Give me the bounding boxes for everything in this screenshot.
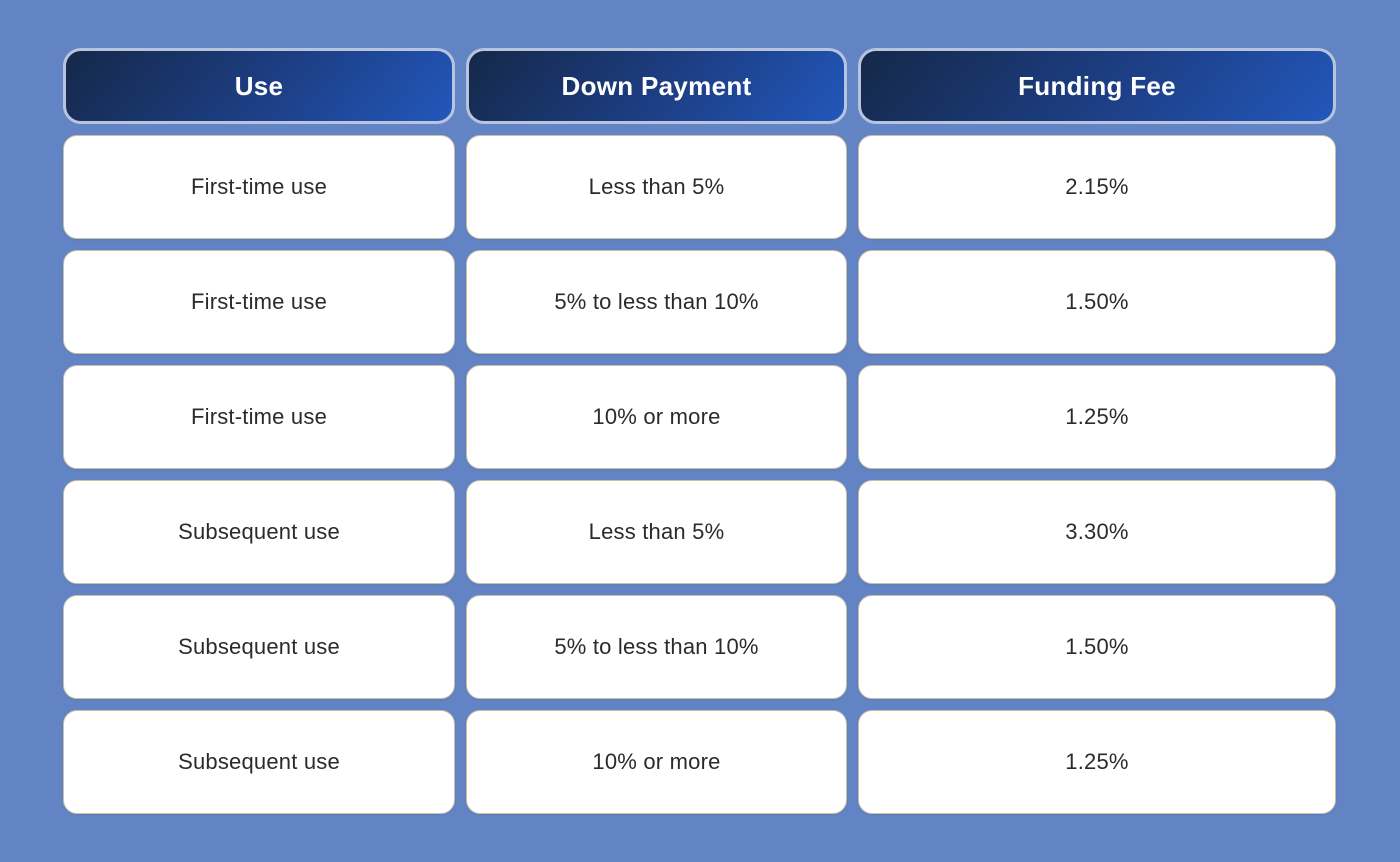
table-cell-row1-use: First-time use [63, 135, 455, 239]
table-cell-row1-down-payment: Less than 5% [466, 135, 847, 239]
column-header-down-payment: Down Payment [466, 48, 847, 124]
column-header-use-label: Use [234, 70, 284, 101]
column-header-funding-fee: Funding Fee [858, 48, 1336, 124]
table-cell-row2-funding-fee: 1.50% [858, 250, 1336, 354]
table-cell-row3-funding-fee: 1.25% [858, 365, 1336, 469]
table-cell-row6-funding-fee: 1.25% [858, 710, 1336, 814]
table-cell-row5-use: Subsequent use [63, 595, 455, 699]
table-cell-row4-down-payment: Less than 5% [466, 480, 847, 584]
table-cell-row6-use: Subsequent use [63, 710, 455, 814]
table-cell-row2-down-payment: 5% to less than 10% [466, 250, 847, 354]
column-header-use: Use [63, 48, 455, 124]
funding-fee-table: Use Down Payment Funding Fee First-time … [63, 48, 1336, 814]
table-cell-row1-funding-fee: 2.15% [858, 135, 1336, 239]
table-cell-row4-funding-fee: 3.30% [858, 480, 1336, 584]
table-cell-row4-use: Subsequent use [63, 480, 455, 584]
table-cell-row2-use: First-time use [63, 250, 455, 354]
table-cell-row6-down-payment: 10% or more [466, 710, 847, 814]
table-cell-row3-down-payment: 10% or more [466, 365, 847, 469]
table-cell-row5-funding-fee: 1.50% [858, 595, 1336, 699]
table-cell-row5-down-payment: 5% to less than 10% [466, 595, 847, 699]
column-header-funding-fee-label: Funding Fee [1018, 70, 1176, 101]
table-cell-row3-use: First-time use [63, 365, 455, 469]
column-header-down-payment-label: Down Payment [561, 70, 752, 101]
